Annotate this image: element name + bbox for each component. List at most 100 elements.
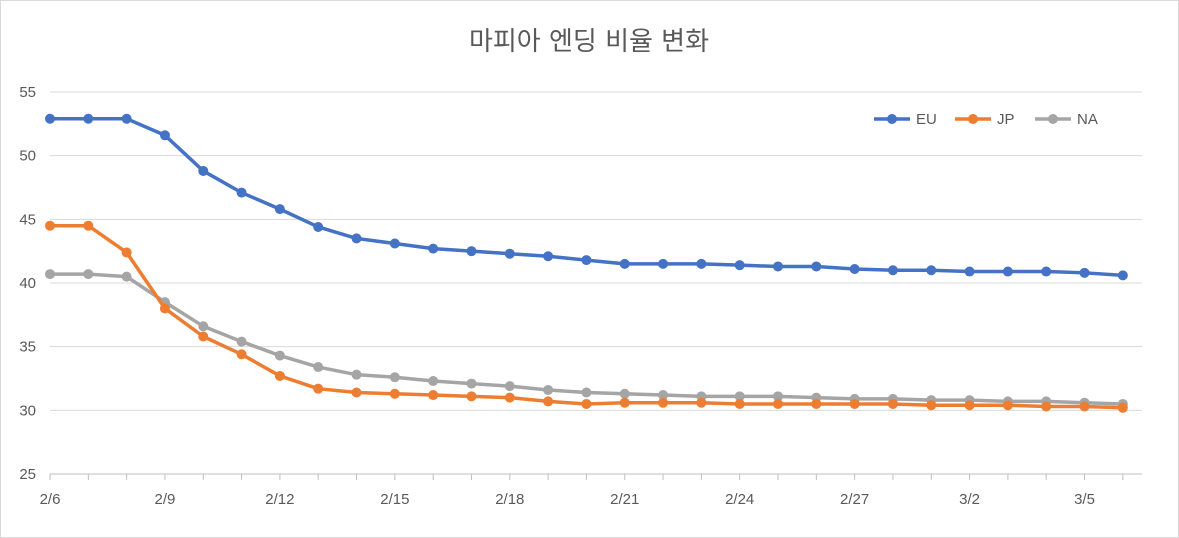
data-point-eu [466,246,477,257]
y-tick-label: 55 [19,84,36,101]
data-point-na [543,384,554,395]
data-point-na [619,388,630,399]
x-tick-label: 2/6 [40,491,61,508]
x-tick-label: 3/2 [959,491,980,508]
data-point-eu [543,251,554,262]
legend-label: EU [916,111,937,128]
data-point-eu [1117,270,1128,281]
data-point-jp [504,392,515,403]
series-eu [45,113,1128,281]
data-point-eu [849,263,860,274]
x-tick-label: 2/12 [265,491,294,508]
data-point-jp [45,220,55,231]
data-point-jp [466,391,477,402]
data-point-eu [428,243,439,254]
data-point-jp [734,398,745,409]
data-point-jp [1002,400,1013,411]
data-point-eu [887,265,898,276]
legend-label: NA [1077,111,1098,128]
data-point-eu [619,258,630,269]
data-point-jp [926,400,937,411]
legend-marker [1048,114,1058,124]
data-point-eu [1079,267,1090,278]
data-point-jp [543,396,554,407]
data-point-jp [887,398,898,409]
data-point-eu [734,260,745,271]
y-axis-ticks: 25 30 35 40 45 50 55 [19,84,36,483]
y-tick-label: 30 [19,402,36,419]
y-tick-label: 40 [19,275,36,292]
series-line-jp [48,223,1125,410]
data-point-eu [351,233,362,244]
data-point-eu [658,258,669,269]
data-point-na [121,271,132,282]
legend-marker [968,114,978,124]
data-point-eu [1041,266,1052,277]
data-point-jp [658,397,669,408]
data-point-na [313,362,324,373]
data-point-na [83,269,94,280]
data-point-jp [236,349,247,360]
data-point-jp [274,370,285,381]
data-point-jp [581,398,592,409]
data-point-jp [1117,402,1128,413]
x-tick-label: 2/24 [725,491,754,508]
data-point-eu [504,248,515,259]
legend: EU JP NA [874,111,1098,128]
legend-marker [887,114,897,124]
data-point-eu [964,266,975,277]
data-point-na [466,378,477,389]
data-point-na [351,369,362,380]
data-point-eu [159,130,170,141]
data-point-na [45,269,55,280]
y-tick-label: 50 [19,148,36,165]
data-point-jp [849,398,860,409]
data-point-na [504,381,515,392]
legend-item-eu: EU [874,111,937,128]
y-tick-label: 45 [19,211,36,228]
series-jp [45,220,1128,413]
x-tick-label: 3/5 [1074,491,1095,508]
data-point-na [773,391,783,402]
data-point-eu [236,187,247,198]
data-point-eu [581,255,592,266]
data-point-na [198,321,209,332]
data-point-eu [811,261,822,272]
data-point-na [389,372,400,383]
data-point-jp [351,387,362,398]
data-point-jp [83,220,94,231]
data-point-eu [773,261,783,272]
data-point-eu [198,165,209,176]
data-point-na [658,390,669,401]
x-tick-label: 2/21 [610,491,639,508]
data-point-jp [389,388,400,399]
data-point-eu [1002,266,1013,277]
data-point-jp [121,247,132,258]
data-point-jp [696,397,707,408]
x-tick-label: 2/18 [495,491,524,508]
data-point-na [734,391,745,402]
gridlines [50,91,1142,411]
data-point-jp [773,398,783,409]
data-point-jp [159,303,170,314]
x-tick-label: 2/9 [155,491,176,508]
x-tick-label: 2/27 [840,491,869,508]
data-point-eu [696,258,707,269]
data-point-jp [811,398,822,409]
data-point-na [428,376,439,387]
data-point-jp [964,400,975,411]
data-point-eu [313,221,324,232]
legend-item-jp: JP [955,111,1015,128]
data-point-jp [428,390,439,401]
data-point-jp [1079,401,1090,412]
legend-item-na: NA [1035,111,1098,128]
data-point-eu [83,113,94,124]
data-point-na [274,350,285,361]
data-point-eu [274,204,285,215]
data-point-jp [198,331,209,342]
data-point-na [236,336,247,347]
y-tick-label: 35 [19,339,36,356]
legend-label: JP [997,111,1015,128]
y-tick-label: 25 [19,466,36,483]
